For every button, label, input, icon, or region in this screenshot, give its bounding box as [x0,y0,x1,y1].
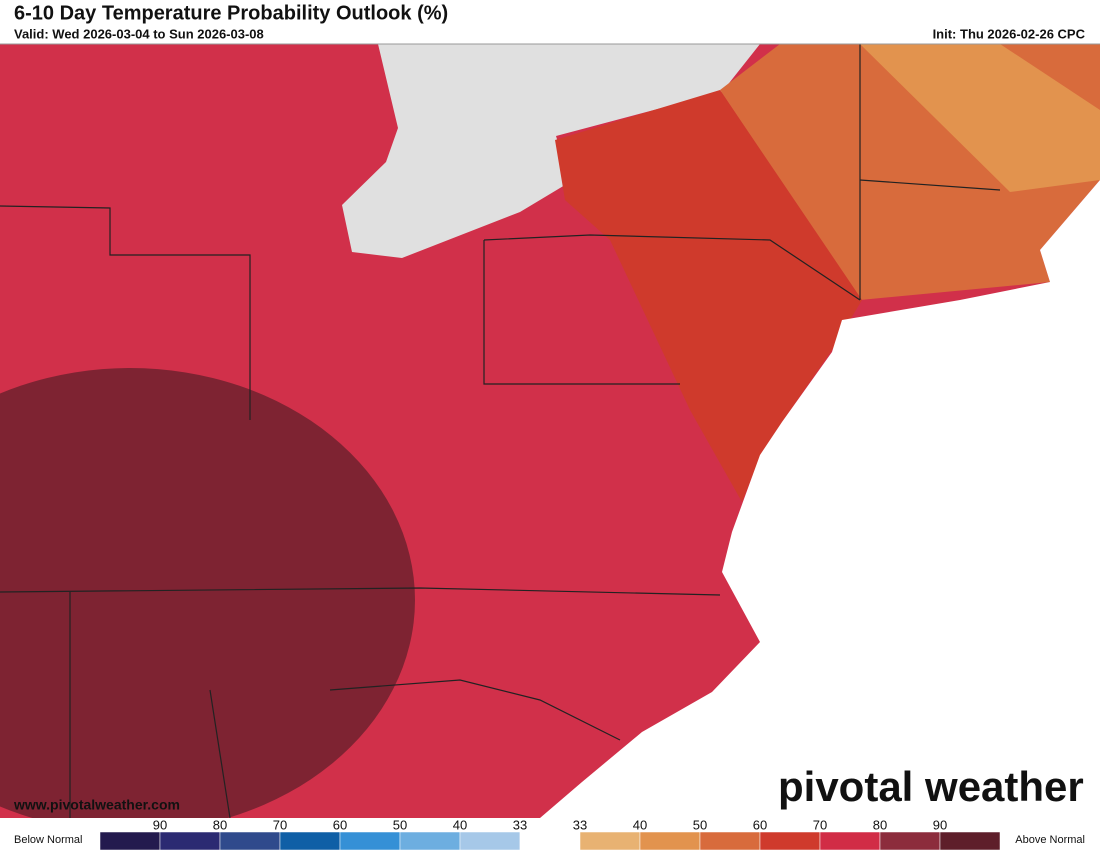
legend-swatch [759,831,821,850]
legend-swatch [279,831,341,850]
init-time: Init: Thu 2026-02-26 CPC [933,26,1086,41]
legend-tick-label: 50 [693,817,707,832]
legend-swatch [699,831,761,850]
legend-tick-label: 80 [873,817,887,832]
title: 6-10 Day Temperature Probability Outlook… [14,2,448,24]
legend-tick-label: 50 [393,817,407,832]
map: www.pivotalweather.com pivotal weather [0,44,1100,818]
legend-swatch [819,831,881,850]
legend-above-label: Above Normal [1015,834,1085,846]
red-region [555,90,862,502]
legend-swatch [399,831,461,850]
legend-swatch [219,831,281,850]
legend-tick-label: 90 [153,817,167,832]
website: www.pivotalweather.com [13,797,180,813]
legend-swatch [879,831,941,850]
great-lakes [342,44,760,258]
legend-swatch [639,831,701,850]
legend-tick-label: 33 [573,817,587,832]
legend-swatch [339,831,401,850]
legend-tick-label: 60 [753,817,767,832]
legend-tick-label: 80 [213,817,227,832]
light-orange-region [860,44,1100,192]
legend-swatch [579,831,641,850]
legend: 90 80 70 60 50 40 33 33 40 50 60 70 80 90 [99,817,1001,850]
legend-tick-label: 90 [933,817,947,832]
legend-swatch [459,831,521,850]
legend-swatch [519,831,581,850]
legend-tick-label: 40 [453,817,467,832]
legend-swatch [99,831,161,850]
state-borders [0,44,1001,818]
legend-below-label: Below Normal [14,834,82,846]
ocean [540,180,1100,818]
legend-tick-label: 70 [813,817,827,832]
legend-swatch [159,831,221,850]
logo: pivotal weather [778,763,1084,810]
legend-swatch [939,831,1001,850]
legend-tick-label: 33 [513,817,527,832]
legend-tick-label: 60 [333,817,347,832]
dark-region [0,368,415,818]
valid-time: Valid: Wed 2026-03-04 to Sun 2026-03-08 [14,26,264,41]
legend-tick-label: 40 [633,817,647,832]
legend-tick-label: 70 [273,817,287,832]
